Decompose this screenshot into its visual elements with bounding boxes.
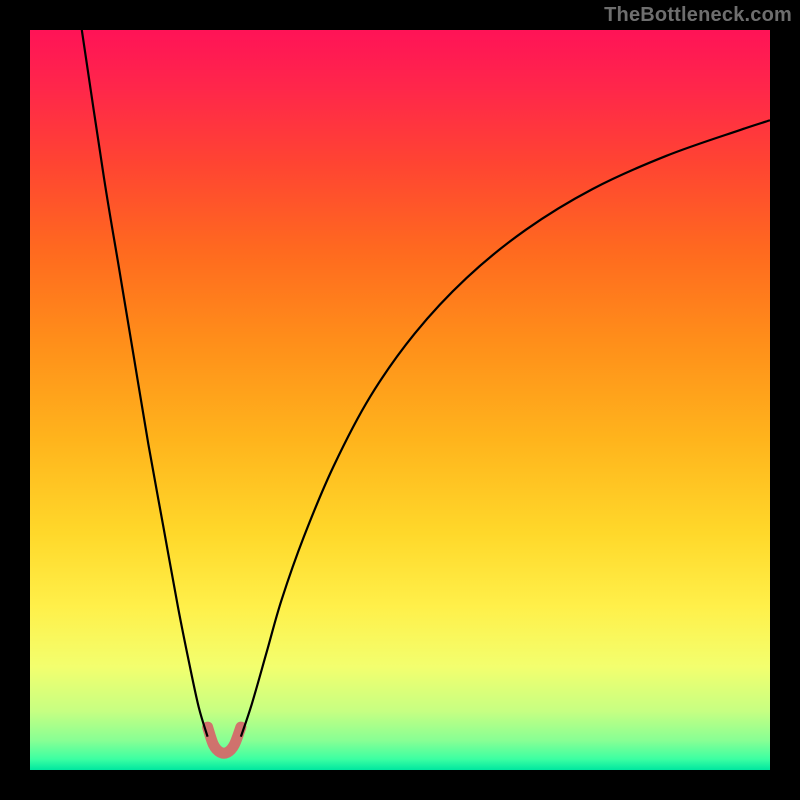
chart-frame: TheBottleneck.com	[0, 0, 800, 800]
curve-layer	[30, 30, 770, 770]
curve-left	[82, 30, 208, 737]
plot-area	[30, 30, 770, 770]
curve-right	[241, 120, 770, 736]
trough-marker	[208, 727, 241, 753]
watermark-text: TheBottleneck.com	[604, 4, 792, 27]
